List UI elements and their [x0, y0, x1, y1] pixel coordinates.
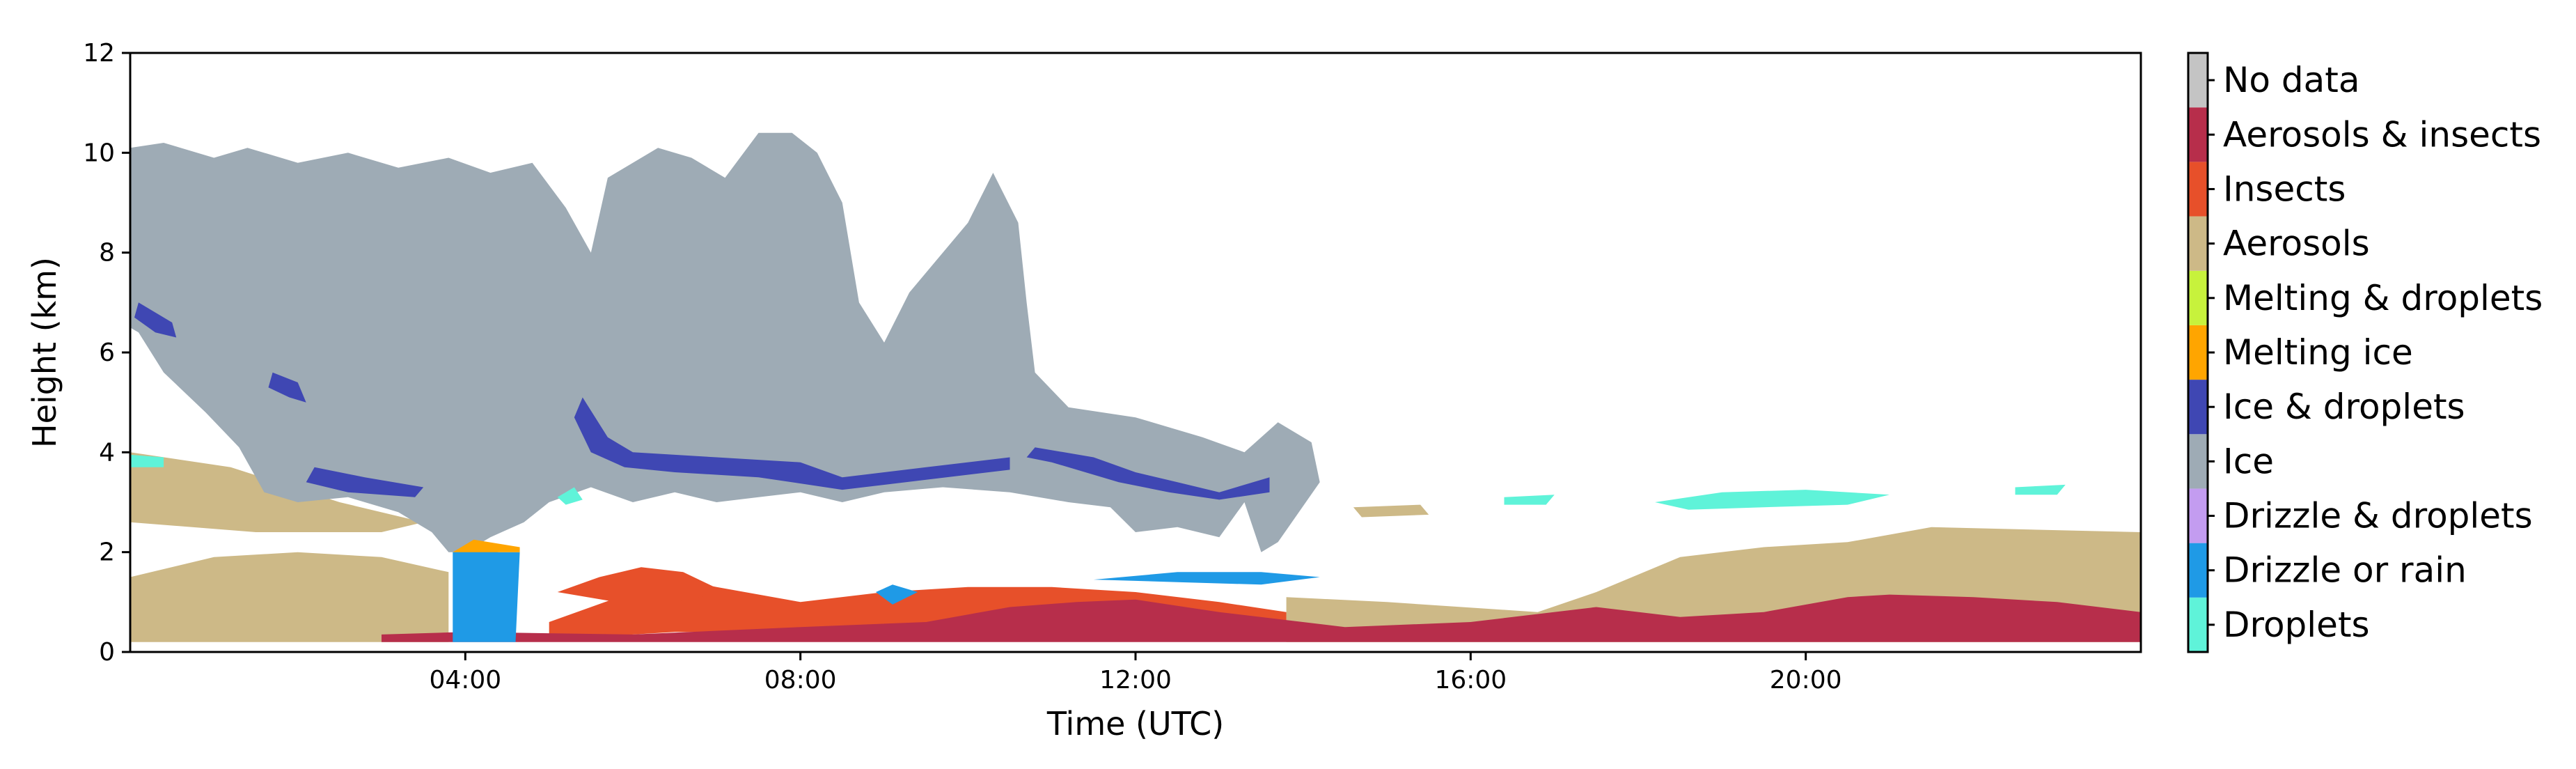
colorbar-swatch-ice-droplets: [2188, 380, 2208, 435]
colorbar-label-melting-ice: Melting ice: [2223, 332, 2413, 373]
region-ice-3: [130, 132, 1320, 552]
y-axis-ticks: 0 2 4 6 8 10 12: [83, 39, 130, 667]
y-tick-label: 0: [99, 638, 115, 667]
y-tick-label: 4: [99, 438, 115, 467]
colorbar-swatch-aerosols: [2188, 216, 2208, 271]
region-insects-5: [557, 567, 725, 603]
x-tick-label: 12:00: [1099, 666, 1172, 694]
region-ice-droplets-15: [268, 372, 306, 403]
colorbar-label-insects: Insects: [2223, 169, 2346, 209]
colorbar-label-drizzle-rain: Drizzle or rain: [2223, 550, 2467, 591]
colorbar-swatch-droplets: [2188, 597, 2208, 652]
y-tick-label: 12: [83, 39, 115, 68]
colorbar-label-aerosols-insects: Aerosols & insects: [2223, 114, 2541, 155]
colorbar-label-ice: Ice: [2223, 441, 2274, 481]
region-melting-ice-8: [453, 539, 520, 552]
region-droplets-18: [2015, 484, 2066, 495]
colorbar-swatch-ice: [2188, 434, 2208, 489]
colorbar-swatch-insects: [2188, 162, 2208, 217]
colorbar-frame: [2187, 52, 2209, 653]
colorbar-label-no-data: No data: [2223, 60, 2360, 100]
y-tick-label: 2: [99, 538, 115, 567]
region-drizzle-rain-10: [876, 584, 918, 605]
colorbar-swatch-drizzle-rain: [2188, 543, 2208, 598]
region-drizzle-rain-9: [1093, 572, 1320, 585]
x-tick-label: 08:00: [764, 666, 837, 694]
colorbar-label-melting-droplets: Melting & droplets: [2223, 278, 2543, 318]
class-colorbar-legend: Droplets Drizzle or rain Drizzle & droplet…: [2187, 52, 2543, 653]
x-tick-label: 20:00: [1770, 666, 1842, 694]
region-aerosols-21: [1353, 504, 1429, 518]
classification-field: [130, 132, 2141, 642]
region-droplets-17: [1655, 490, 1890, 510]
region-droplets-19: [130, 454, 164, 467]
y-axis-label: Height (km): [26, 257, 63, 448]
colorbar-swatch-melting-ice: [2188, 325, 2208, 380]
colorbar-swatch-aerosols-insects: [2188, 107, 2208, 162]
region-ice-droplets-12: [574, 397, 1010, 490]
x-axis-label: Time (UTC): [1046, 705, 1224, 743]
colorbar-label-aerosols: Aerosols: [2223, 224, 2370, 264]
x-tick-label: 04:00: [429, 666, 501, 694]
x-tick-label: 16:00: [1434, 666, 1507, 694]
colorbar-label-droplets: Droplets: [2223, 605, 2370, 645]
region-ice-droplets-13: [306, 467, 424, 497]
region-droplets-20: [557, 487, 583, 505]
y-tick-label: 8: [99, 239, 115, 267]
region-aerosols-insects-6: [382, 594, 2141, 642]
x-axis-ticks: 04:00 08:00 12:00 16:00 20:00: [429, 652, 1842, 694]
region-drizzle-rain-7: [453, 550, 520, 642]
region-ice-droplets-14: [134, 302, 177, 338]
region-ice-droplets-11: [1026, 447, 1270, 500]
region-droplets-16: [1504, 495, 1555, 505]
colorbar-label-drizzle-droplets: Drizzle & droplets: [2223, 496, 2533, 536]
colorbar-swatch-drizzle-droplets: [2188, 488, 2208, 543]
colorbar-swatch-melting-droplets: [2188, 270, 2208, 325]
y-tick-label: 10: [83, 139, 115, 167]
colorbar-swatch-no-data: [2188, 53, 2208, 108]
region-aerosols-0: [130, 552, 449, 642]
colorbar-label-ice-droplets: Ice & droplets: [2223, 387, 2465, 427]
y-tick-label: 6: [99, 339, 115, 367]
